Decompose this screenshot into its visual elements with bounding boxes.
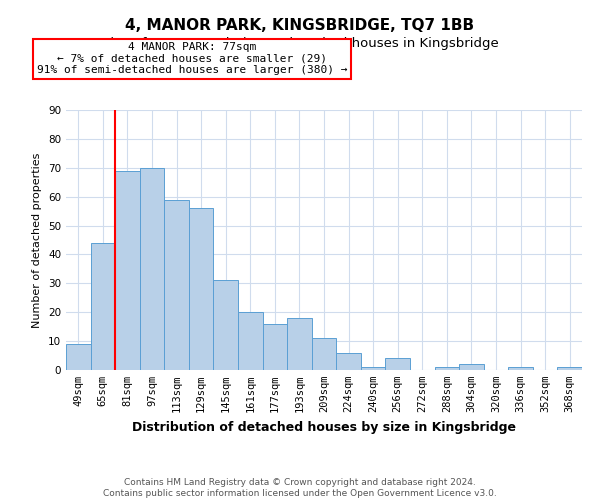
Bar (287, 318, 312, 370)
Bar (115, 170, 140, 370)
Y-axis label: Number of detached properties: Number of detached properties (32, 152, 43, 328)
Bar (140, 168, 164, 370)
Text: 4 MANOR PARK: 77sqm
← 7% of detached houses are smaller (29)
91% of semi-detache: 4 MANOR PARK: 77sqm ← 7% of detached hou… (37, 42, 347, 76)
Text: Size of property relative to detached houses in Kingsbridge: Size of property relative to detached ho… (101, 38, 499, 51)
Bar (189, 208, 214, 370)
Bar (91, 243, 115, 370)
Bar (263, 324, 287, 370)
Bar (66, 344, 91, 370)
Bar (434, 367, 459, 370)
Bar (557, 367, 582, 370)
Bar (459, 364, 484, 370)
Bar (385, 358, 410, 370)
Text: 4, MANOR PARK, KINGSBRIDGE, TQ7 1BB: 4, MANOR PARK, KINGSBRIDGE, TQ7 1BB (125, 18, 475, 32)
Text: Contains HM Land Registry data © Crown copyright and database right 2024.
Contai: Contains HM Land Registry data © Crown c… (103, 478, 497, 498)
X-axis label: Distribution of detached houses by size in Kingsbridge: Distribution of detached houses by size … (132, 420, 516, 434)
Bar (214, 280, 238, 370)
Bar (164, 200, 189, 370)
Bar (336, 352, 361, 370)
Bar (238, 312, 263, 370)
Bar (508, 367, 533, 370)
Bar (361, 367, 385, 370)
Bar (312, 338, 336, 370)
